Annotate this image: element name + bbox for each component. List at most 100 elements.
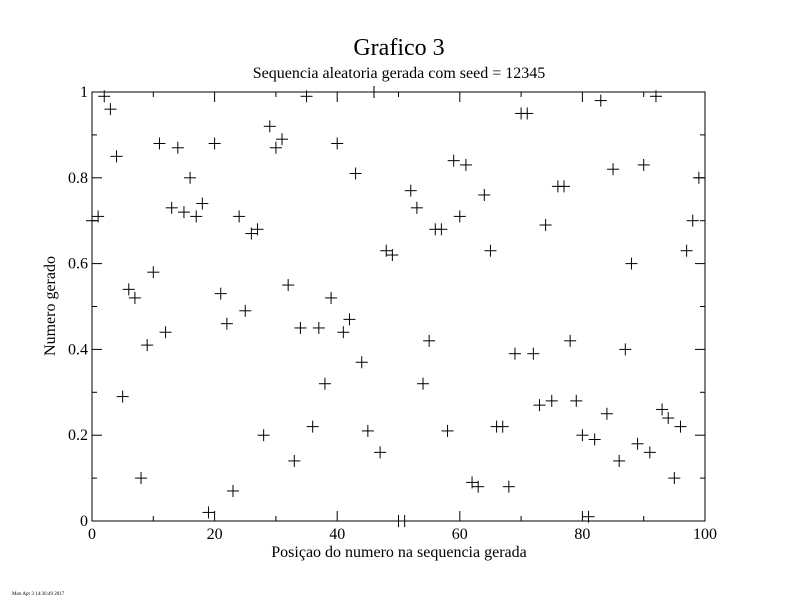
data-point <box>220 317 233 330</box>
data-point <box>294 321 307 334</box>
data-point <box>686 214 699 227</box>
data-point <box>233 210 246 223</box>
data-point <box>306 420 319 433</box>
x-axis-tick-labels: 0 20 40 60 80 100 <box>88 526 717 543</box>
data-point <box>613 454 626 467</box>
timestamp-footer: Mon Apr 3 14:36:49 2017 <box>12 592 65 597</box>
data-point <box>196 197 209 210</box>
data-point <box>159 326 172 339</box>
data-point <box>184 171 197 184</box>
data-point <box>343 313 356 326</box>
data-point <box>331 137 344 150</box>
data-point <box>202 506 215 519</box>
data-point <box>190 210 203 223</box>
data-point <box>607 163 620 176</box>
x-tick-label: 80 <box>574 526 590 543</box>
data-point <box>643 446 656 459</box>
data-point <box>165 201 178 214</box>
chart-subtitle: Sequencia aleatoria gerada com seed = 12… <box>253 65 545 82</box>
data-point <box>600 407 613 420</box>
data-point <box>656 403 669 416</box>
plot-frame <box>91 91 706 522</box>
data-point <box>533 399 546 412</box>
y-tick-label: 0.4 <box>68 341 88 358</box>
data-point <box>349 167 362 180</box>
data-point <box>631 437 644 450</box>
data-point <box>355 356 368 369</box>
data-point <box>312 321 325 334</box>
data-point <box>459 158 472 171</box>
x-tick-label: 20 <box>207 526 223 543</box>
data-point <box>625 257 638 270</box>
data-point <box>92 210 105 223</box>
data-point <box>208 137 221 150</box>
y-axis-ticks <box>92 91 705 522</box>
data-point <box>453 210 466 223</box>
data-point <box>637 158 650 171</box>
data-point <box>576 429 589 442</box>
data-point <box>318 377 331 390</box>
data-point <box>496 420 509 433</box>
y-axis-tick-labels: 0 0.2 0.4 0.6 0.8 1 <box>68 84 88 530</box>
data-point <box>177 206 190 219</box>
data-point <box>441 424 454 437</box>
data-point <box>214 287 227 300</box>
data-point <box>398 515 411 527</box>
x-axis-ticks <box>91 92 706 521</box>
data-point <box>417 377 430 390</box>
data-point <box>226 484 239 497</box>
data-point <box>570 394 583 407</box>
x-tick-label: 40 <box>329 526 345 543</box>
data-point <box>582 510 595 523</box>
y-tick-label: 1 <box>80 84 88 101</box>
data-point <box>367 86 380 98</box>
data-point <box>153 137 166 150</box>
data-point <box>337 326 350 339</box>
data-point <box>668 472 681 485</box>
x-tick-label: 60 <box>452 526 468 543</box>
x-tick-label: 100 <box>693 526 717 543</box>
data-point <box>257 429 270 442</box>
data-point <box>539 218 552 231</box>
data-point <box>692 171 705 184</box>
data-point <box>263 120 276 133</box>
data-point <box>141 339 154 352</box>
y-tick-label: 0 <box>80 513 88 530</box>
x-tick-label: 0 <box>88 526 96 543</box>
data-point <box>128 291 141 304</box>
data-point <box>484 244 497 257</box>
data-point <box>386 249 399 262</box>
data-point <box>478 188 491 201</box>
data-point <box>171 141 184 154</box>
data-point <box>447 154 460 167</box>
data-point <box>122 283 135 296</box>
data-point <box>521 107 534 120</box>
data-point <box>588 433 601 446</box>
chart-title: Grafico 3 <box>353 35 444 61</box>
data-point <box>423 334 436 347</box>
data-point <box>135 472 148 485</box>
y-tick-label: 0.8 <box>68 170 88 187</box>
data-point <box>558 180 571 193</box>
data-point <box>374 446 387 459</box>
data-point <box>110 150 123 163</box>
data-point <box>404 184 417 197</box>
data-point <box>594 94 607 107</box>
data-point <box>545 394 558 407</box>
x-axis-label: Posiçao do numero na sequencia gerada <box>271 544 526 561</box>
data-point <box>239 304 252 317</box>
data-point <box>435 223 448 236</box>
data-point <box>116 390 129 403</box>
data-point <box>674 420 687 433</box>
data-point <box>98 90 111 103</box>
y-tick-label: 0.2 <box>68 427 88 444</box>
data-point <box>245 227 258 240</box>
data-point <box>147 266 160 279</box>
data-point <box>662 412 675 425</box>
y-axis-label: Numero gerado <box>42 256 59 356</box>
data-point <box>269 141 282 154</box>
data-point <box>619 343 632 356</box>
data-point <box>649 90 662 103</box>
data-point <box>361 424 374 437</box>
